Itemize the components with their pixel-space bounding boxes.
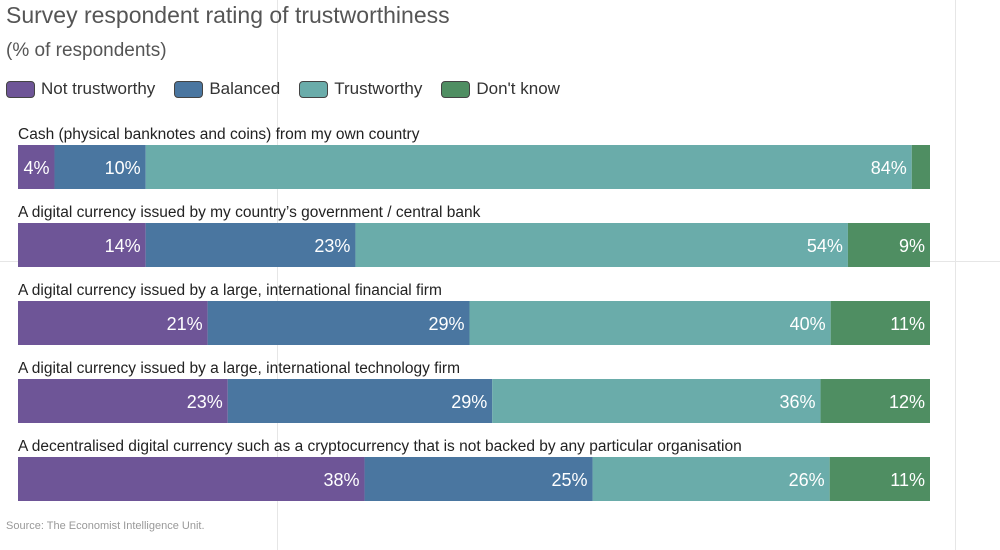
- category-label: Cash (physical banknotes and coins) from…: [18, 126, 420, 143]
- bar-segment[interactable]: [18, 379, 228, 423]
- bar-segment[interactable]: [18, 223, 146, 267]
- legend-item-trustworthy[interactable]: Trustworthy: [299, 79, 422, 99]
- bar-segment[interactable]: [469, 301, 831, 345]
- legend-label: Balanced: [209, 79, 281, 98]
- data-label: 84%: [871, 158, 907, 178]
- legend-swatch: [441, 80, 471, 98]
- data-label: 12%: [889, 392, 925, 412]
- bar-segment[interactable]: [911, 145, 930, 189]
- bar-segment[interactable]: [207, 301, 470, 345]
- bar-segment[interactable]: [820, 379, 930, 423]
- bar-segment[interactable]: [145, 223, 356, 267]
- legend-label: Trustworthy: [334, 79, 423, 98]
- data-label: 25%: [552, 470, 588, 490]
- data-label: 40%: [790, 314, 826, 334]
- bar-segment[interactable]: [829, 457, 930, 501]
- legend-label: Don't know: [476, 79, 560, 98]
- data-label: 23%: [187, 392, 223, 412]
- legend-item-dont-know[interactable]: Don't know: [441, 79, 560, 99]
- bar-segment[interactable]: [18, 301, 208, 345]
- data-label: 11%: [890, 314, 925, 334]
- bar-segment[interactable]: [355, 223, 848, 267]
- data-label: 9%: [899, 236, 925, 256]
- data-label: 14%: [105, 236, 141, 256]
- chart-subtitle: (% of respondents): [6, 40, 167, 61]
- bar-segment[interactable]: [492, 379, 821, 423]
- bar-segment[interactable]: [145, 145, 912, 189]
- chart-title: Survey respondent rating of trustworthin…: [6, 2, 450, 28]
- data-label: 36%: [780, 392, 816, 412]
- guide-line-vertical: [277, 0, 278, 550]
- bar-segment[interactable]: [364, 457, 593, 501]
- bar-segment[interactable]: [18, 457, 365, 501]
- data-label: 54%: [807, 236, 843, 256]
- category-label: A decentralised digital currency such as…: [18, 438, 742, 455]
- legend-swatch: [299, 80, 329, 98]
- legend-item-balanced[interactable]: Balanced: [174, 79, 280, 99]
- bar-segment[interactable]: [227, 379, 493, 423]
- data-label: 26%: [789, 470, 825, 490]
- data-label: 21%: [167, 314, 203, 334]
- data-label: 23%: [314, 236, 350, 256]
- bar-segment[interactable]: [847, 223, 930, 267]
- bar-segment[interactable]: [830, 301, 930, 345]
- guide-line-vertical: [955, 0, 956, 550]
- data-label: 29%: [451, 392, 487, 412]
- data-label: 4%: [23, 158, 49, 178]
- bar-segment[interactable]: [54, 145, 146, 189]
- data-label: 10%: [105, 158, 141, 178]
- source-note: Source: The Economist Intelligence Unit.: [6, 520, 205, 532]
- bar-segment[interactable]: [592, 457, 830, 501]
- data-label: 11%: [890, 470, 925, 490]
- category-label: A digital currency issued by a large, in…: [18, 282, 442, 299]
- data-label: 38%: [324, 470, 360, 490]
- legend-label: Not trustworthy: [41, 79, 156, 98]
- data-label: 29%: [428, 314, 464, 334]
- legend-swatch: [174, 80, 204, 98]
- legend-item-not-trustworthy[interactable]: Not trustworthy: [6, 79, 155, 99]
- legend: Not trustworthy Balanced Trustworthy Don…: [6, 79, 579, 99]
- category-label: A digital currency issued by my country’…: [18, 204, 481, 221]
- category-label: A digital currency issued by a large, in…: [18, 360, 460, 377]
- legend-swatch: [6, 80, 35, 98]
- bar-segment[interactable]: [18, 145, 55, 189]
